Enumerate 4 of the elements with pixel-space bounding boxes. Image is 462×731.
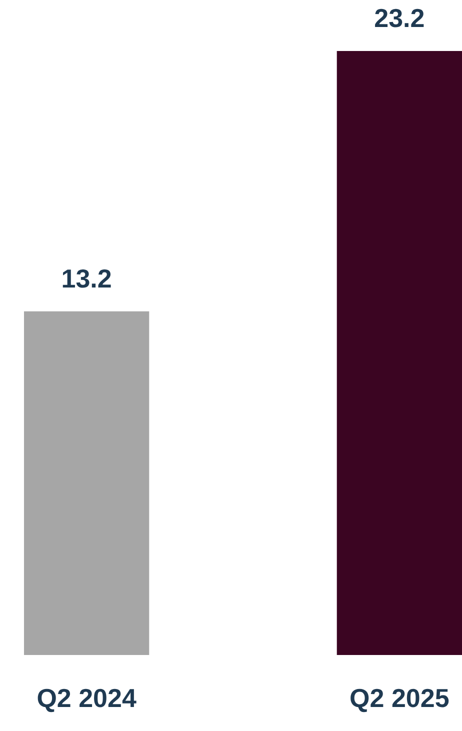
data-label: 13.2	[61, 263, 112, 294]
data-label: 23.2	[374, 3, 425, 33]
x-tick-label: Q2 2025	[350, 683, 450, 713]
x-tick-label: Q2 2024	[36, 683, 137, 713]
